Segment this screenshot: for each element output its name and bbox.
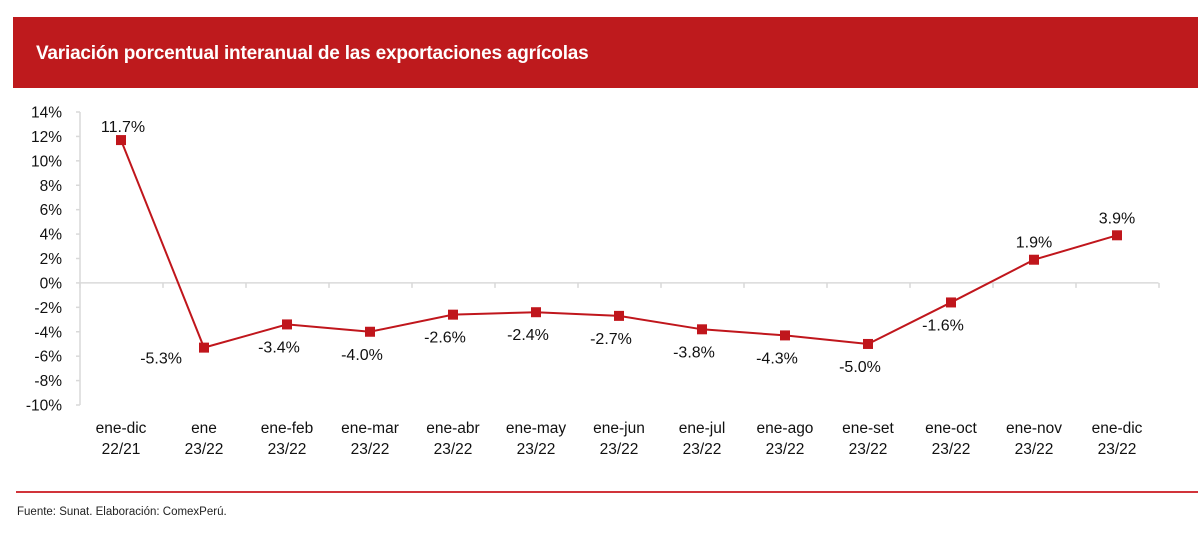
x-tick-label: ene-set (842, 420, 894, 437)
data-label: -5.0% (839, 359, 881, 376)
y-tick-label: -6% (34, 349, 62, 366)
y-tick-label: -4% (34, 324, 62, 341)
data-label: 11.7% (101, 119, 145, 136)
data-label: -1.6% (922, 317, 964, 334)
x-tick-label-line2: 23/22 (1098, 441, 1137, 458)
y-tick-label: 12% (31, 129, 62, 146)
y-tick-label: 10% (31, 153, 62, 170)
data-label: 1.9% (1016, 235, 1052, 252)
data-point-marker (116, 135, 126, 146)
x-tick-label: ene-nov (1006, 420, 1062, 437)
y-tick-label: 6% (40, 202, 63, 219)
x-tick-label: ene-dic (96, 420, 147, 437)
x-tick-label: ene-may (506, 420, 567, 437)
x-tick-label-line2: 23/22 (185, 441, 224, 458)
y-tick-label: -2% (34, 300, 62, 317)
data-label: 3.9% (1099, 210, 1135, 227)
x-tick-label-line2: 23/22 (268, 441, 307, 458)
x-axis: ene-dic 22/21 ene 23/22 ene-feb 23/22 ene-mar 2… (79, 282, 1160, 458)
series: 11.7% -5.3% -3.4% -4.0% -2.6% -2.4% -2.7% -3.8%… (101, 119, 1135, 376)
y-tick-label: 2% (40, 251, 63, 268)
y-axis: 14% 12% 10% 8% 6% 4% 2% 0% -2% -4% -6% -8% -10% (26, 105, 81, 415)
title-bar: Variación porcentual interanual de las e… (13, 17, 1198, 88)
x-tick-label-line2: 23/22 (351, 441, 390, 458)
x-tick-label: ene-abr (426, 420, 479, 437)
y-tick-label: -10% (26, 398, 62, 415)
data-label: -4.3% (756, 350, 798, 367)
x-tick-label-line2: 23/22 (434, 441, 473, 458)
data-point-marker (614, 310, 624, 321)
data-point-marker (282, 319, 292, 330)
data-point-marker (1029, 254, 1039, 265)
data-point-marker (448, 309, 458, 320)
x-tick-label-line2: 23/22 (600, 441, 639, 458)
x-tick-label-line2: 23/22 (849, 441, 888, 458)
data-point-marker (780, 330, 790, 341)
x-tick-label: ene (191, 420, 217, 437)
y-tick-label: 4% (40, 227, 63, 244)
data-label: -2.7% (590, 331, 632, 348)
footer-divider (16, 491, 1198, 493)
data-point-marker (863, 338, 873, 349)
data-label: -4.0% (341, 347, 383, 364)
source-note: Fuente: Sunat. Elaboración: ComexPerú. (17, 506, 227, 518)
data-point-marker (697, 324, 707, 335)
data-point-marker (365, 326, 375, 337)
x-tick-label-line2: 22/21 (102, 441, 141, 458)
chart-title: Variación porcentual interanual de las e… (36, 43, 589, 64)
data-label: -3.8% (673, 344, 715, 361)
line-chart: 14%12%10%8%6%4%2%0%-2%-4%-6%-8%-10% ene-… (26, 105, 1160, 458)
x-tick-label: ene-dic (1092, 420, 1143, 437)
x-tick-label-line2: 23/22 (517, 441, 556, 458)
data-label: -5.3% (140, 351, 182, 368)
x-tick-label-line2: 23/22 (932, 441, 971, 458)
x-tick-label-line2: 23/22 (683, 441, 722, 458)
y-tick-label: -8% (34, 373, 62, 390)
x-tick-label-line2: 23/22 (1015, 441, 1054, 458)
y-tick-label: 14% (31, 105, 62, 122)
data-label: -3.4% (258, 339, 300, 356)
x-tick-label-line2: 23/22 (766, 441, 805, 458)
data-label: -2.4% (507, 327, 549, 344)
data-point-marker (946, 297, 956, 308)
x-tick-label: ene-oct (925, 420, 977, 437)
data-point-marker (531, 307, 541, 318)
data-point-marker (1112, 230, 1122, 241)
data-label: -2.6% (424, 330, 466, 347)
y-tick-label: 8% (40, 178, 63, 195)
data-point-marker (199, 342, 209, 353)
x-tick-label: ene-feb (261, 420, 314, 437)
y-tick-label: 0% (40, 275, 63, 292)
x-tick-label: ene-jul (679, 420, 726, 437)
x-tick-label: ene-jun (593, 420, 645, 437)
x-tick-label: ene-mar (341, 420, 399, 437)
x-tick-label: ene-ago (757, 420, 814, 437)
